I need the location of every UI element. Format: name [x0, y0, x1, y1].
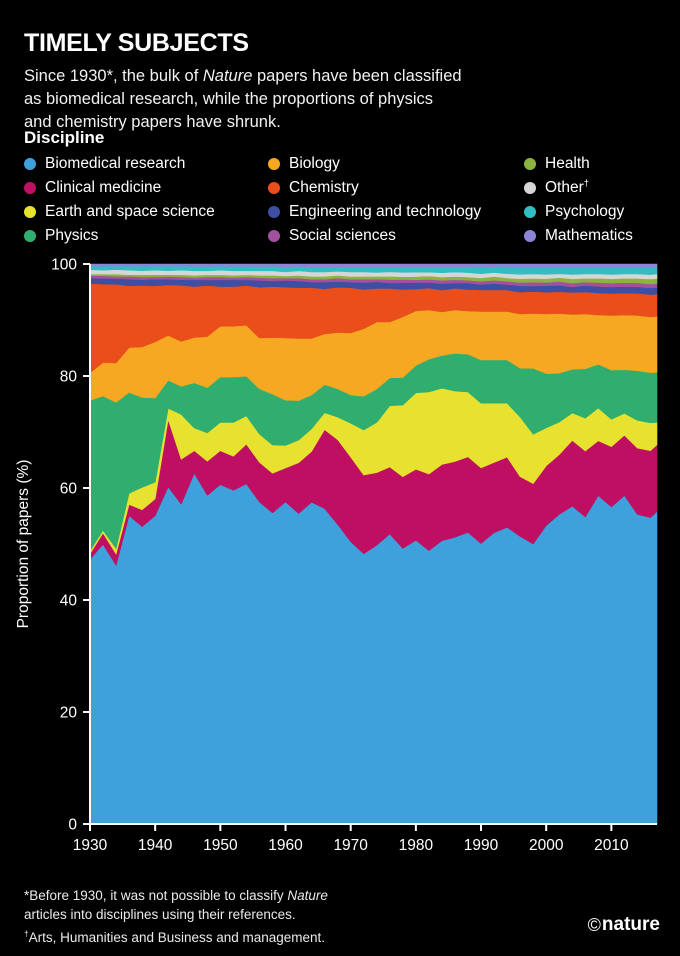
x-tick-label: 1970: [333, 837, 368, 854]
legend-heading: Discipline: [24, 128, 105, 147]
y-tick-label: 20: [60, 705, 78, 722]
x-tick-label: 1990: [464, 837, 499, 854]
legend-item-social-sciences: Social sciences: [268, 225, 524, 247]
y-tick-label: 100: [51, 257, 77, 274]
legend-item-label: Biology: [289, 155, 340, 172]
legend-color-dot: [268, 182, 280, 194]
x-tick-label: 1980: [399, 837, 434, 854]
y-axis-label: Proportion of papers (%): [15, 460, 32, 629]
subtitle: Since 1930*, the bulk of Nature papers h…: [24, 66, 462, 132]
x-tick-label: 2010: [594, 837, 629, 854]
legend-item-biology: Biology: [268, 153, 524, 175]
legend-item-label: Biomedical research: [45, 155, 186, 172]
legend-item-physics: Physics: [24, 225, 268, 247]
chart-area: 0 20 40 60 80 100 1930 1940 1950 1960 1970 1980 1990…: [0, 250, 680, 862]
legend-item-clinical-medicine: Clinical medicine: [24, 177, 268, 199]
legend-color-dot: [524, 158, 536, 170]
area-mathematics: [89, 263, 658, 268]
legend-color-dot: [24, 158, 36, 170]
legend-color-dot: [24, 206, 36, 218]
legend-item-other: Other†: [524, 177, 660, 199]
legend-item-health: Health: [524, 153, 660, 175]
legend-item-label: Engineering and technology: [289, 203, 482, 220]
legend-item-label: Clinical medicine: [45, 179, 162, 196]
legend-item-label: Chemistry: [289, 179, 359, 196]
legend-color-dot: [24, 182, 36, 194]
legend-color-dot: [268, 230, 280, 242]
legend-item-label: Psychology: [545, 203, 625, 220]
legend-item-label: Mathematics: [545, 227, 633, 244]
legend-item-mathematics: Mathematics: [524, 225, 660, 247]
legend-color-dot: [268, 206, 280, 218]
legend-color-dot: [524, 230, 536, 242]
legend-color-dot: [524, 206, 536, 218]
x-tick-label: 1930: [73, 837, 108, 854]
legend-item-label: Physics: [45, 227, 99, 244]
legend-item-biomedical-research: Biomedical research: [24, 153, 268, 175]
page-title: TIMELY SUBJECTS: [24, 28, 249, 57]
stacked-area-chart: 0 20 40 60 80 100 1930 1940 1950 1960 1970 1980 1990…: [15, 257, 658, 854]
legend-item-earth-and-space-science: Earth and space science: [24, 201, 268, 223]
copyright-icon: ©: [587, 914, 601, 935]
legend-item-chemistry: Chemistry: [268, 177, 524, 199]
legend: Biomedical research Clinical medicine Eart…: [24, 153, 660, 247]
nature-logo-text: nature: [601, 914, 660, 935]
legend-item-label: Health: [545, 155, 590, 172]
legend-color-dot: [524, 182, 536, 194]
y-tick-label: 60: [60, 481, 78, 498]
footnote-asterisk: *Before 1930, it was not possible to cla…: [24, 887, 328, 923]
nature-logo: © nature: [588, 914, 660, 936]
legend-color-dot: [24, 230, 36, 242]
legend-item-label: Other†: [545, 177, 590, 196]
y-tick-label: 40: [60, 593, 78, 610]
legend-item-psychology: Psychology: [524, 201, 660, 223]
x-tick-label: 1950: [203, 837, 238, 854]
x-tick-label: 1940: [138, 837, 173, 854]
x-tick-label: 2000: [529, 837, 564, 854]
legend-item-label: Earth and space science: [45, 203, 215, 220]
legend-item-label: Social sciences: [289, 227, 396, 244]
legend-color-dot: [268, 158, 280, 170]
legend-item-engineering-and-technology: Engineering and technology: [268, 201, 524, 223]
y-tick-label: 0: [68, 817, 77, 834]
y-tick-label: 80: [60, 369, 78, 386]
x-tick-label: 1960: [268, 837, 303, 854]
footnote-dagger: †Arts, Humanities and Business and manag…: [24, 928, 326, 945]
